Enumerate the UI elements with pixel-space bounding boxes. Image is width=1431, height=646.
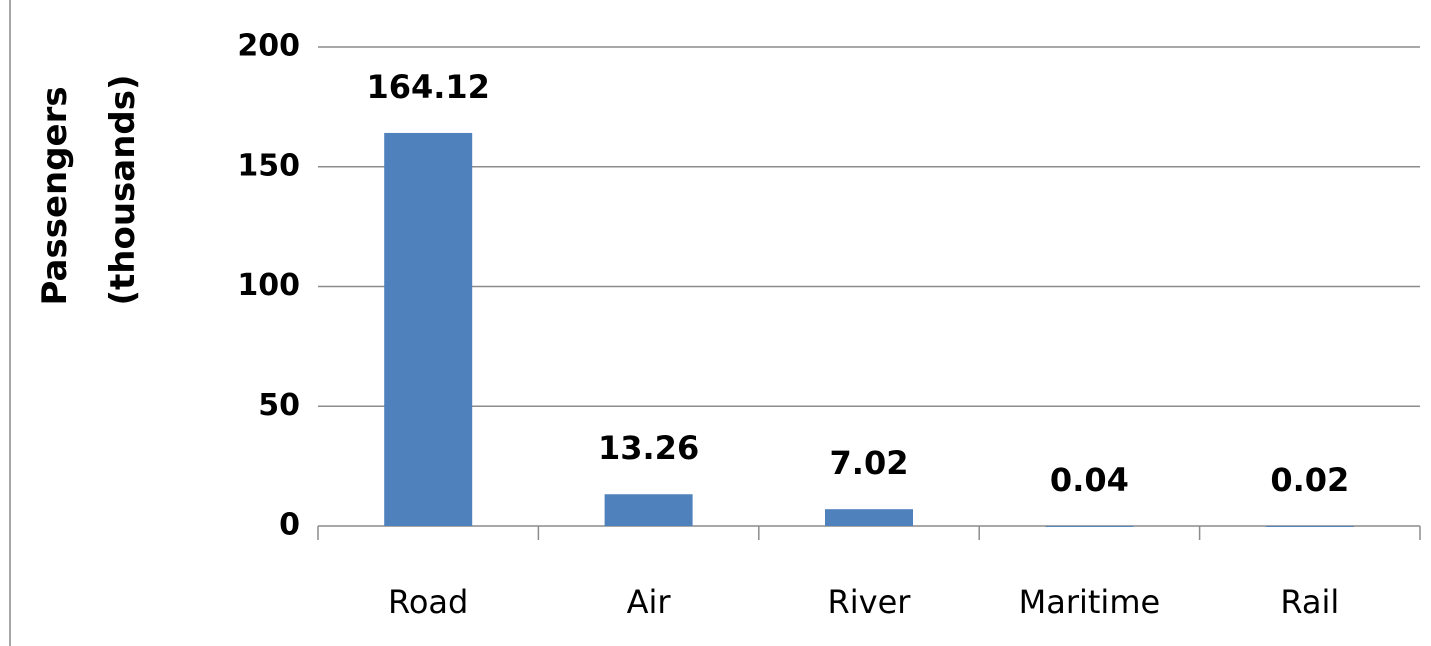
x-tick-label: River xyxy=(828,583,912,621)
y-tick-label: 0 xyxy=(279,508,300,543)
y-axis-label: Passengers (thousands) xyxy=(35,74,143,305)
y-tick-label: 100 xyxy=(237,268,300,303)
bar xyxy=(604,494,693,526)
y-axis-label-line: (thousands) xyxy=(103,74,143,305)
bar xyxy=(1045,525,1134,527)
data-label: 7.02 xyxy=(830,444,909,482)
y-tick-label: 150 xyxy=(237,148,300,183)
y-axis-label-line: Passengers xyxy=(35,75,75,306)
data-label: 0.04 xyxy=(1050,461,1129,499)
bar xyxy=(384,132,473,526)
data-label: 0.02 xyxy=(1270,461,1349,499)
bar xyxy=(1265,525,1354,527)
x-tick-label: Rail xyxy=(1280,583,1339,621)
y-tick-label: 50 xyxy=(258,388,300,423)
bar xyxy=(825,509,913,526)
y-tick-label: 200 xyxy=(237,29,300,64)
data-label: 164.12 xyxy=(366,68,489,106)
data-label: 13.26 xyxy=(598,429,699,467)
x-tick-label: Maritime xyxy=(1019,583,1161,621)
x-tick-label: Air xyxy=(627,583,672,621)
x-tick-label: Road xyxy=(388,583,468,621)
